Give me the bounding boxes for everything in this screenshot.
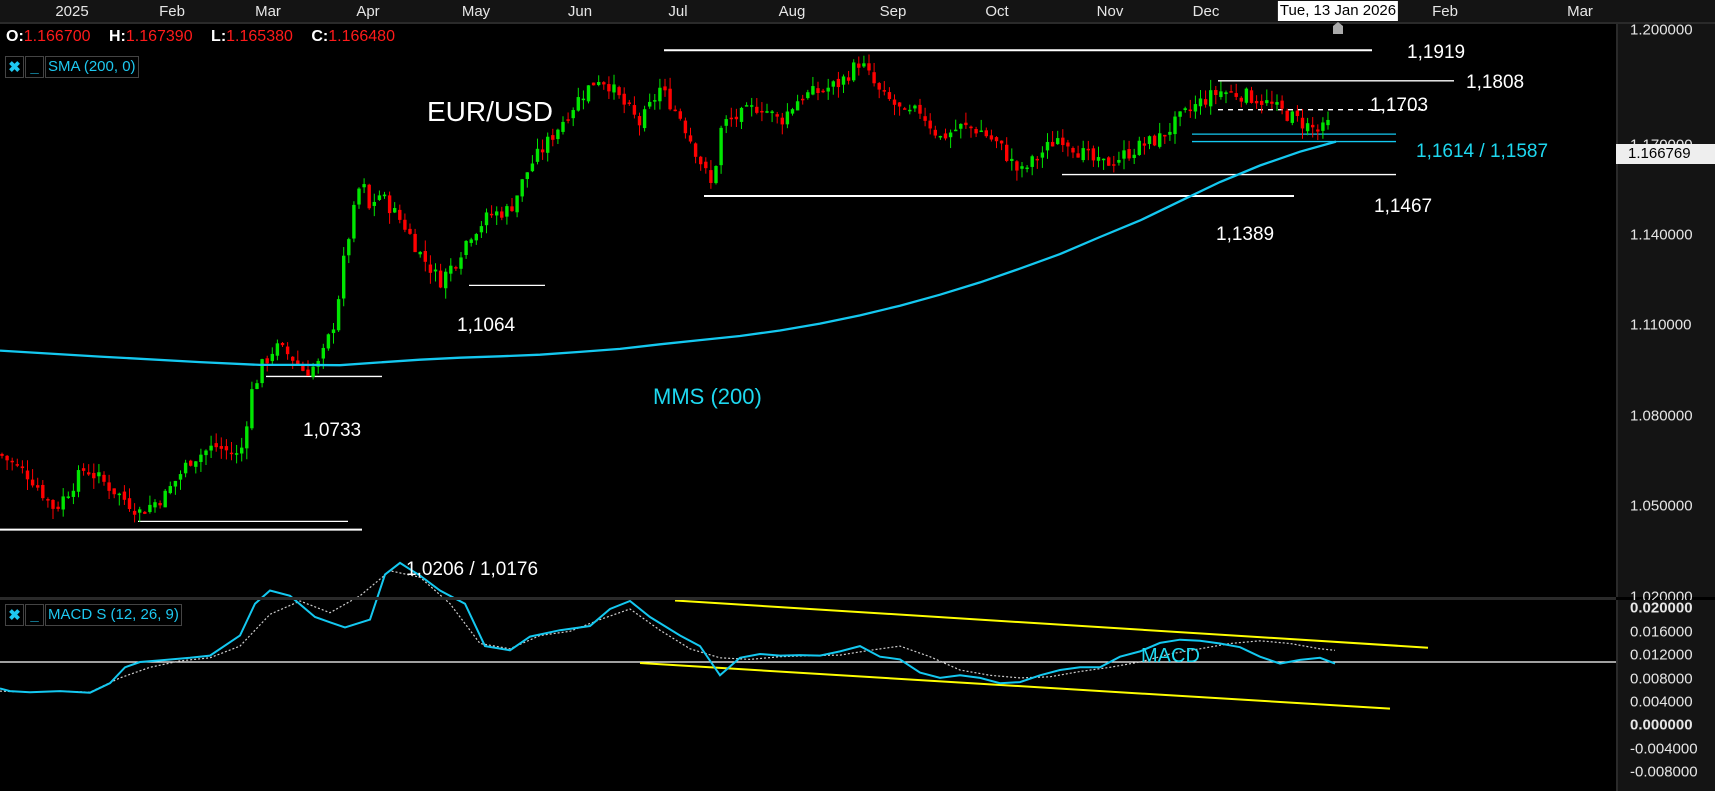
time-label: Jul (668, 3, 688, 20)
sma-legend: ✖ _ SMA (200, 0) (5, 56, 139, 78)
time-label: Oct (985, 3, 1009, 20)
chart-title: EUR/USD (427, 96, 554, 127)
macd-tick-label: 0.020000 (1630, 599, 1693, 617)
sma-close-icon[interactable]: ✖ (5, 56, 24, 78)
macd-tick-label: 0.000000 (1630, 716, 1693, 734)
sma-200-line[interactable] (0, 140, 1337, 367)
low-label: L: (211, 28, 227, 45)
macd-close-icon[interactable]: ✖ (5, 604, 24, 626)
panel-divider[interactable] (0, 597, 1616, 600)
macd-signal-line[interactable] (0, 570, 1336, 693)
price-tick-label: 1.050000 (1630, 497, 1693, 515)
time-label: Apr (356, 3, 380, 20)
level-label: 1,1919 (1407, 42, 1466, 63)
time-label: Feb (1432, 3, 1458, 20)
time-label: Feb (159, 3, 185, 20)
time-axis[interactable]: Tue, 13 Jan 2026 2025 Feb Mar Apr May Jun Jul A… (0, 0, 1715, 24)
sma-minimize-icon[interactable]: _ (25, 56, 44, 78)
macd-minimize-icon[interactable]: _ (25, 604, 44, 626)
macd-legend: ✖ _ MACD S (12, 26, 9) (5, 604, 182, 626)
cursor-date-label: Tue, 13 Jan 2026 (1277, 1, 1399, 21)
level-label: 1,0733 (303, 420, 362, 441)
level-label: 1,1064 (457, 315, 516, 336)
macd-annotation: MACD (1141, 645, 1200, 667)
high-value: 1.167390 (125, 28, 193, 45)
open-label: O: (6, 28, 24, 45)
price-tick-label: 1.200000 (1630, 21, 1693, 39)
level-label: 1,1614 / 1,1587 (1416, 141, 1549, 162)
close-value: 1.166480 (328, 28, 395, 45)
time-label: Aug (778, 3, 806, 20)
macd-tick-label: -0.004000 (1630, 740, 1698, 758)
low-value: 1.165380 (226, 28, 293, 45)
price-plot (0, 49, 1454, 531)
macd-line[interactable] (0, 561, 1336, 694)
time-label: Dec (1192, 3, 1220, 20)
open-value: 1.166700 (23, 28, 91, 45)
time-label: 2025 (55, 3, 89, 20)
time-label: Sep (879, 3, 907, 20)
candles (0, 54, 1330, 523)
level-label: 1,1467 (1374, 196, 1433, 217)
current-price-tag: 1.166769 (1616, 144, 1715, 164)
time-label: May (461, 3, 491, 20)
price-tick-label: 1.110000 (1630, 316, 1692, 334)
macd-trendline-lower[interactable] (639, 662, 1391, 710)
macd-tick-label: 0.016000 (1630, 623, 1693, 641)
price-tick-label: 1.140000 (1630, 226, 1693, 244)
level-label: 1,1703 (1370, 95, 1429, 116)
macd-tick-label: -0.008000 (1630, 763, 1698, 781)
macd-trendline-upper[interactable] (674, 599, 1429, 649)
price-chart-canvas[interactable] (0, 0, 1616, 791)
macd-tick-label: 0.012000 (1630, 646, 1693, 664)
macd-plot (0, 561, 1616, 710)
price-tick-label: 1.080000 (1630, 407, 1693, 425)
time-label: Jun (567, 3, 593, 20)
ohlc-readout: O:1.166700 H:1.167390 L:1.165380 C:1.166… (6, 28, 409, 46)
sma-legend-label[interactable]: SMA (200, 0) (45, 56, 139, 78)
mms-label: MMS (200) (653, 384, 762, 409)
level-label: 1,1389 (1216, 224, 1275, 245)
time-label: Nov (1096, 3, 1124, 20)
level-label: 1,0206 / 1,0176 (406, 559, 539, 580)
macd-axis[interactable]: 0.020000 0.016000 0.012000 0.008000 0.004000… (1616, 600, 1715, 791)
cursor-marker-icon (1333, 22, 1343, 34)
time-label: Mar (255, 3, 281, 20)
macd-tick-label: 0.004000 (1630, 693, 1693, 711)
close-label: C: (311, 28, 329, 45)
price-axis[interactable]: 1.2000001.1700001.1400001.1100001.080000… (1616, 21, 1715, 606)
high-label: H: (108, 28, 126, 45)
level-label: 1,1808 (1466, 72, 1525, 93)
time-label: Mar (1567, 3, 1593, 20)
macd-tick-label: 0.008000 (1630, 670, 1693, 688)
macd-legend-label[interactable]: MACD S (12, 26, 9) (45, 604, 182, 626)
